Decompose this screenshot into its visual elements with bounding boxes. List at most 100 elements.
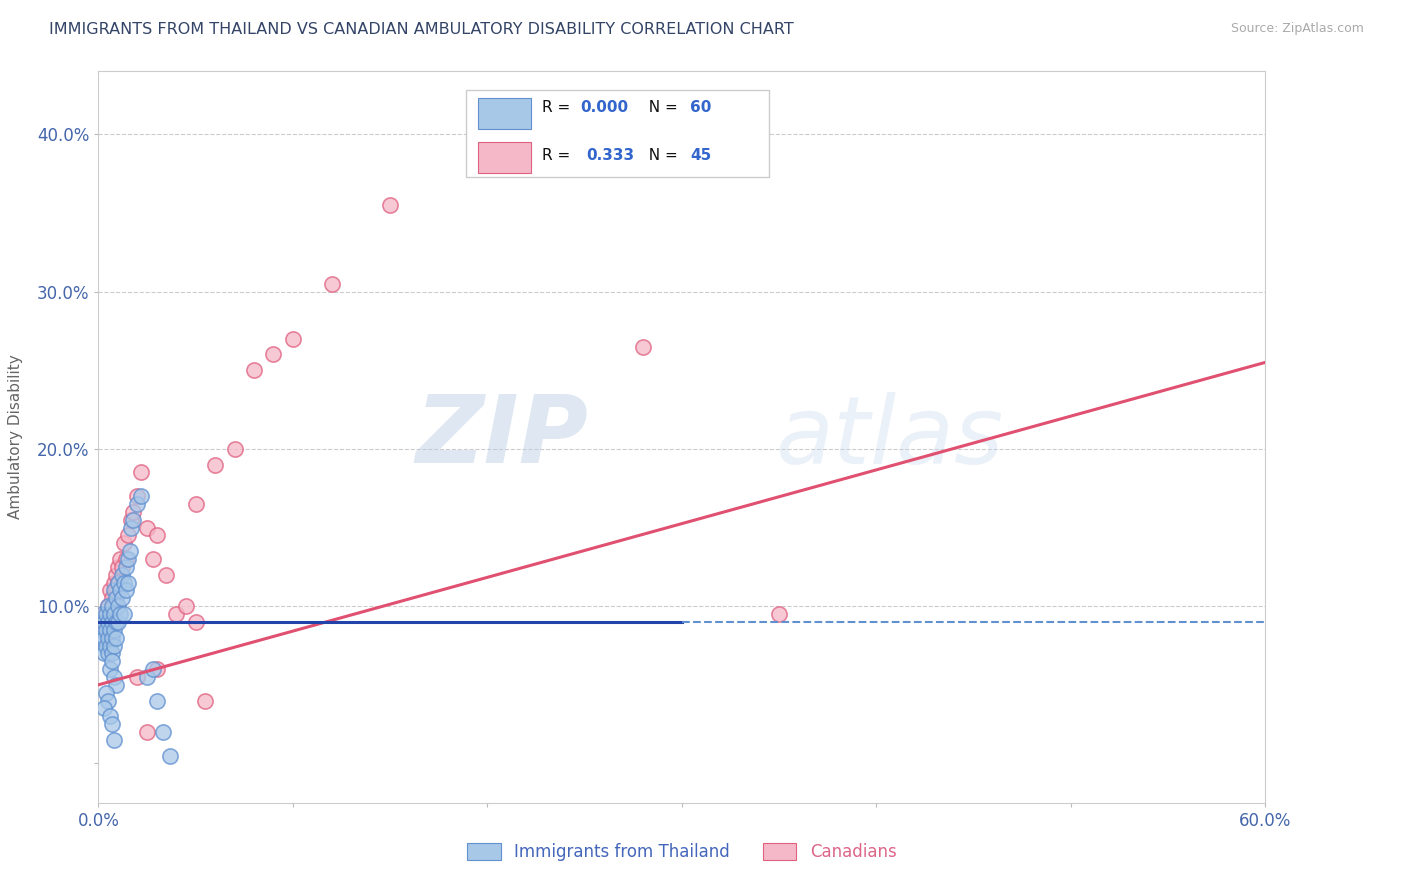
Point bbox=[108, 607, 131, 621]
Point bbox=[204, 458, 226, 472]
Point bbox=[114, 552, 136, 566]
Point bbox=[262, 347, 284, 361]
Point bbox=[96, 623, 118, 637]
Point bbox=[117, 552, 139, 566]
Point bbox=[243, 363, 266, 377]
Point bbox=[97, 599, 120, 614]
Text: R =: R = bbox=[541, 148, 579, 163]
Point bbox=[107, 575, 129, 590]
Text: Source: ZipAtlas.com: Source: ZipAtlas.com bbox=[1230, 22, 1364, 36]
Point bbox=[98, 639, 121, 653]
Point bbox=[103, 599, 125, 614]
Point bbox=[107, 615, 129, 629]
Point bbox=[101, 631, 124, 645]
Text: atlas: atlas bbox=[775, 392, 1004, 483]
Point bbox=[108, 583, 131, 598]
Point bbox=[101, 591, 124, 606]
Point bbox=[281, 332, 304, 346]
Point bbox=[103, 623, 125, 637]
Legend: Immigrants from Thailand, Canadians: Immigrants from Thailand, Canadians bbox=[461, 836, 903, 868]
FancyBboxPatch shape bbox=[478, 142, 531, 173]
Point bbox=[631, 340, 654, 354]
Point bbox=[112, 536, 135, 550]
Text: ZIP: ZIP bbox=[416, 391, 589, 483]
Point bbox=[107, 559, 129, 574]
Point bbox=[101, 646, 124, 660]
Point bbox=[93, 646, 115, 660]
Point bbox=[91, 623, 114, 637]
Point bbox=[112, 575, 135, 590]
Point bbox=[103, 607, 125, 621]
Point bbox=[91, 615, 114, 629]
Point bbox=[104, 591, 127, 606]
Point bbox=[103, 670, 125, 684]
Point bbox=[112, 607, 135, 621]
Point bbox=[114, 583, 136, 598]
Point bbox=[101, 717, 124, 731]
Point bbox=[114, 559, 136, 574]
Point bbox=[101, 607, 124, 621]
Point bbox=[89, 631, 111, 645]
Point bbox=[97, 607, 120, 621]
Point bbox=[142, 662, 165, 676]
Point bbox=[96, 623, 118, 637]
Point bbox=[117, 575, 139, 590]
Point bbox=[104, 583, 127, 598]
Point bbox=[224, 442, 246, 456]
Point bbox=[768, 607, 790, 621]
Point bbox=[104, 631, 127, 645]
Point bbox=[127, 670, 149, 684]
Point bbox=[127, 489, 149, 503]
Point bbox=[97, 631, 120, 645]
Point bbox=[103, 639, 125, 653]
Point bbox=[111, 567, 134, 582]
Point bbox=[93, 615, 115, 629]
Point bbox=[129, 466, 152, 480]
Point bbox=[97, 693, 120, 707]
Text: IMMIGRANTS FROM THAILAND VS CANADIAN AMBULATORY DISABILITY CORRELATION CHART: IMMIGRANTS FROM THAILAND VS CANADIAN AMB… bbox=[49, 22, 794, 37]
FancyBboxPatch shape bbox=[465, 90, 769, 178]
Point bbox=[101, 615, 124, 629]
Point bbox=[174, 599, 197, 614]
Text: N =: N = bbox=[638, 101, 682, 115]
Point bbox=[98, 623, 121, 637]
Text: 45: 45 bbox=[690, 148, 711, 163]
Point bbox=[146, 693, 169, 707]
Point bbox=[93, 607, 115, 621]
Point bbox=[122, 505, 145, 519]
Point bbox=[165, 607, 187, 621]
Point bbox=[121, 520, 143, 534]
Point bbox=[97, 646, 120, 660]
Point bbox=[194, 693, 217, 707]
Point bbox=[108, 552, 131, 566]
Text: 0.000: 0.000 bbox=[581, 101, 628, 115]
Point bbox=[98, 709, 121, 723]
Point bbox=[118, 544, 141, 558]
Point bbox=[152, 725, 174, 739]
Point bbox=[104, 615, 127, 629]
Point bbox=[127, 497, 149, 511]
Point bbox=[101, 599, 124, 614]
Point bbox=[129, 489, 152, 503]
Point bbox=[477, 159, 499, 173]
Point bbox=[142, 552, 165, 566]
Point bbox=[184, 497, 207, 511]
Point bbox=[117, 528, 139, 542]
Point bbox=[146, 662, 169, 676]
Point bbox=[136, 670, 159, 684]
Point bbox=[98, 607, 121, 621]
Point bbox=[159, 748, 181, 763]
Point bbox=[121, 513, 143, 527]
Point bbox=[96, 686, 118, 700]
Text: 0.333: 0.333 bbox=[586, 148, 634, 163]
Point bbox=[96, 639, 118, 653]
Text: R =: R = bbox=[541, 101, 575, 115]
Point bbox=[107, 575, 129, 590]
Point bbox=[321, 277, 343, 291]
Point bbox=[111, 591, 134, 606]
Point bbox=[103, 732, 125, 747]
Point bbox=[380, 198, 402, 212]
Y-axis label: Ambulatory Disability: Ambulatory Disability bbox=[8, 355, 22, 519]
Text: N =: N = bbox=[638, 148, 682, 163]
Point bbox=[98, 583, 121, 598]
